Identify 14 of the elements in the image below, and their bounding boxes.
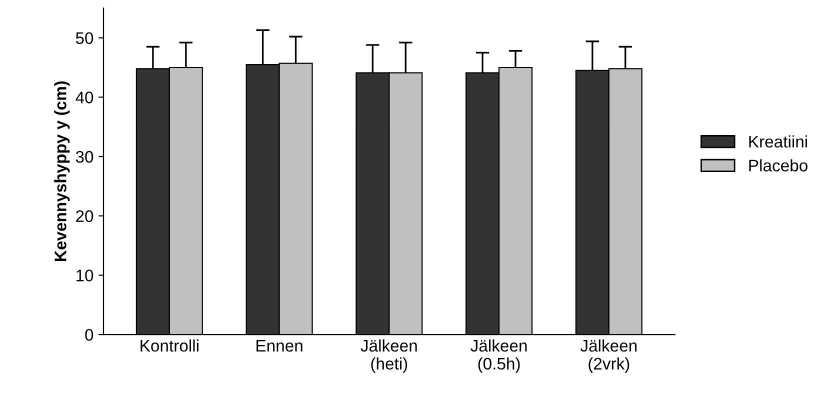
y-tick-label: 20	[76, 210, 94, 222]
legend-label: Placebo	[749, 159, 808, 172]
y-tick-label: 30	[76, 150, 94, 163]
x-tick-label: Jälkeen (0.5h)	[470, 339, 527, 373]
x-tick-label: Kontrolli	[140, 339, 198, 352]
y-axis-title: Kevennyshyppy y (cm)	[54, 81, 70, 262]
y-tick-label: 10	[76, 270, 94, 282]
y-tick-label: 50	[76, 32, 94, 44]
y-tick-label: 0	[85, 328, 94, 341]
x-tick-label: Ennen	[256, 340, 302, 352]
legend-label: Kreatiini	[749, 135, 808, 148]
y-tick-label: 40	[76, 92, 94, 104]
x-tick-label: Jälkeen (2vrk)	[580, 339, 637, 373]
x-tick-label: Jälkeen (heti)	[360, 339, 417, 373]
